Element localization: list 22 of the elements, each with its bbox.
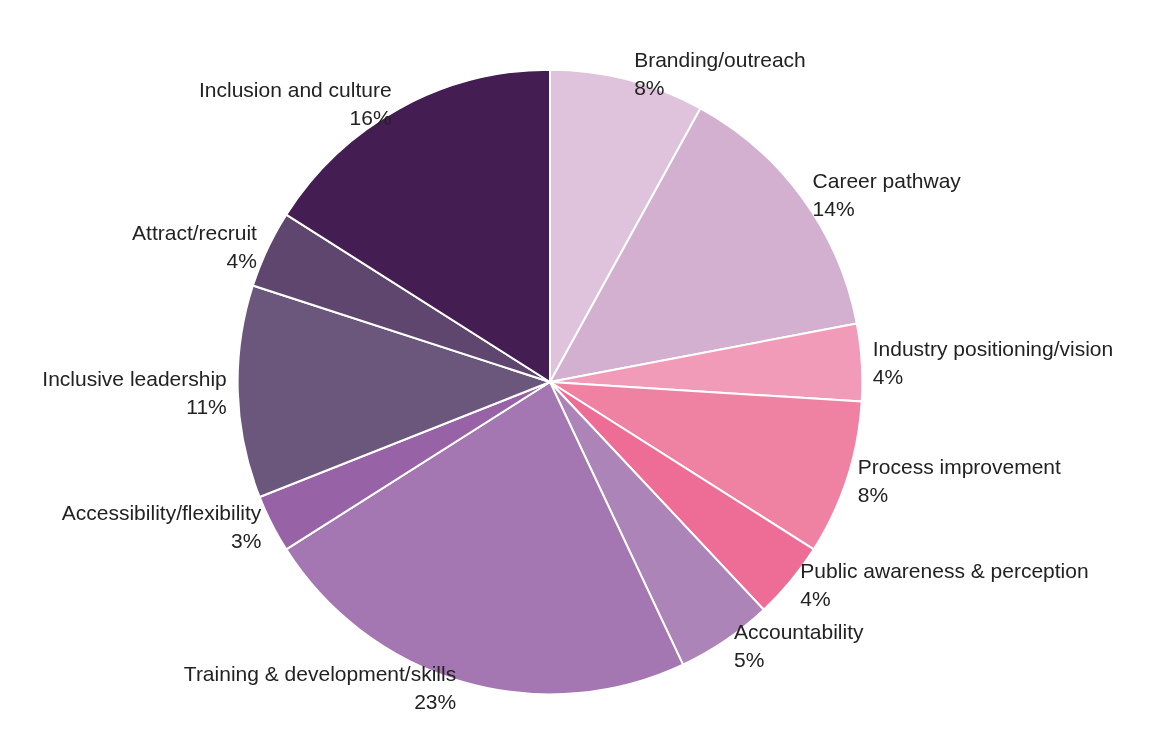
slice-label: Attract/recruit: [132, 220, 258, 244]
slice-label: Process improvement: [857, 454, 1062, 478]
data-label: 8%: [634, 76, 665, 100]
slice-label: Public awareness & perception: [800, 559, 1089, 583]
slice-label: Career pathway: [812, 169, 962, 193]
slice-label: Inclusion and culture: [199, 77, 392, 101]
slice-label: Industry positioning/vision: [872, 336, 1114, 360]
data-label: 16%: [349, 105, 392, 129]
data-label: 23%: [414, 690, 457, 714]
slice-label: Branding/outreach: [634, 48, 806, 72]
data-label: 3%: [230, 529, 262, 553]
slice-label: Inclusive leadership: [42, 366, 227, 390]
data-label: 4%: [800, 587, 831, 611]
slice-label: Accountability: [733, 619, 865, 643]
slice-label: Accessibility/flexibility: [61, 501, 262, 525]
data-label: 11%: [186, 394, 227, 418]
slice-label: Training & development/skills: [183, 662, 457, 686]
data-label: 4%: [872, 364, 904, 388]
data-label: 4%: [226, 248, 257, 272]
data-label: 8%: [857, 482, 889, 506]
data-label: 5%: [733, 647, 765, 671]
data-label: 14%: [812, 197, 855, 221]
